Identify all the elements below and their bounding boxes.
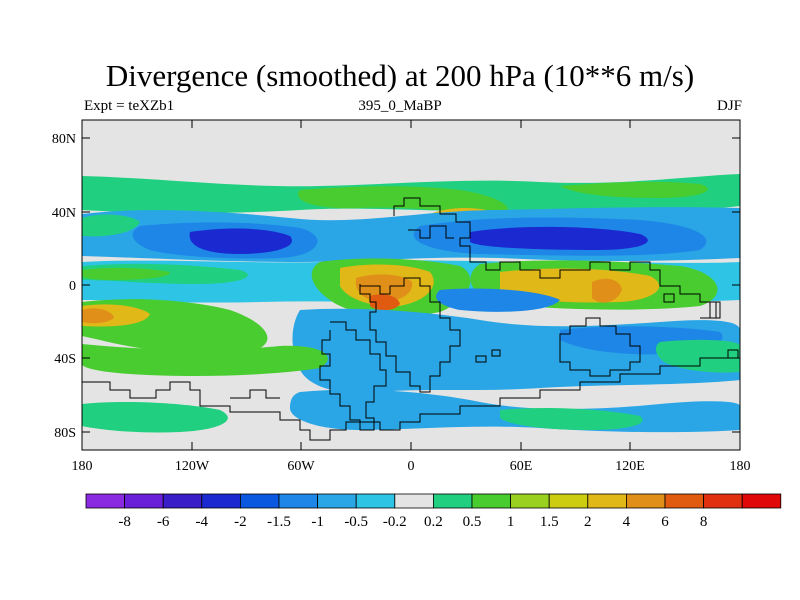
colorbar-box <box>510 493 550 509</box>
lat-label: 40S <box>54 352 76 367</box>
colorbar-box <box>239 493 280 509</box>
coastline-mediterranean <box>408 225 454 239</box>
colorbar-label: -2 <box>234 514 247 530</box>
contour-far-south-pos <box>82 402 228 433</box>
colorbar-label: -0.5 <box>344 514 368 530</box>
coastline-antarctica <box>82 357 740 441</box>
colorbar-box <box>317 493 357 509</box>
colorbar-box <box>741 493 782 509</box>
coastlines <box>82 197 740 441</box>
divergence-field <box>82 174 740 433</box>
contour-pos-north-c <box>560 181 708 198</box>
contour-indian-pos-c <box>592 278 622 303</box>
contour-pacific-pos-west-c <box>82 308 114 324</box>
lon-label: 120E <box>615 459 645 474</box>
colorbar-box <box>587 493 627 509</box>
contour-tropics-pos-west-b <box>82 267 170 280</box>
coastline-south-america <box>319 321 387 431</box>
lat-ticks <box>82 137 740 433</box>
colorbar-box <box>355 493 396 509</box>
coastline-australia <box>559 317 641 377</box>
lat-label: 80N <box>52 132 76 147</box>
contour-tropics-neg <box>436 288 560 312</box>
colorbar-box <box>85 493 125 509</box>
coastline-antarctica-b <box>230 389 280 399</box>
colorbar-label: 0.2 <box>424 514 443 530</box>
colorbar-box <box>278 493 318 509</box>
contour-pos-northwest <box>82 214 140 237</box>
colorbar-label: 0.5 <box>463 514 482 530</box>
colorbar-box <box>162 493 203 509</box>
colorbar-label: -1 <box>311 514 324 530</box>
contour-pos-north-b <box>298 186 508 214</box>
experiment-label: Expt = teXZb1 <box>84 98 175 114</box>
colorbar-label: -1.5 <box>267 514 291 530</box>
lon-label: 60E <box>510 459 533 474</box>
lon-labels: 180 120W 60W 0 60E 120E 180 <box>72 459 751 474</box>
contour-neg-north-c <box>189 228 292 254</box>
lon-label: 180 <box>72 459 93 474</box>
colorbar-label: 1 <box>507 514 515 530</box>
colorbar-label: -0.2 <box>383 514 407 530</box>
colorbar: -8 -6 -4 -2 -1.5 -1 -0.5 -0.2 0.2 0.5 1 1.5 2 4 6 8 <box>85 493 782 530</box>
colorbar-box <box>471 493 511 509</box>
colorbar-box <box>703 493 743 509</box>
colorbar-label: 4 <box>623 514 631 530</box>
contour-neg-north-e <box>470 226 648 250</box>
lon-ticks <box>81 120 631 450</box>
season-label: DJF <box>716 98 742 114</box>
colorbar-label: -6 <box>157 514 170 530</box>
lat-label: 0 <box>69 279 76 294</box>
colorbar-box <box>664 493 704 509</box>
colorbar-label: 8 <box>700 514 708 530</box>
contour-africa-pos-d <box>370 294 400 311</box>
lon-label: 0 <box>408 459 415 474</box>
lon-label: 180 <box>730 459 751 474</box>
map-title: Divergence (smoothed) at 200 hPa (10**6 … <box>105 58 695 93</box>
contour-far-south-pos-b <box>500 408 643 430</box>
colorbar-box <box>394 493 434 509</box>
lon-label: 60W <box>287 459 315 474</box>
contour-south-pos-east <box>655 339 740 373</box>
colorbar-box <box>626 493 666 509</box>
colorbar-label: 1.5 <box>540 514 559 530</box>
time-label: 395_0_MaBP <box>358 98 442 114</box>
colorbar-label: -8 <box>118 514 131 530</box>
colorbar-label: -4 <box>196 514 209 530</box>
colorbar-label: 6 <box>661 514 669 530</box>
lat-label: 40N <box>52 206 76 221</box>
coastline-eurasia <box>393 197 721 319</box>
colorbar-box <box>432 493 473 509</box>
contour-south-pos <box>82 344 328 376</box>
colorbar-box <box>201 493 241 509</box>
lat-labels: 80N 40N 0 40S 80S <box>52 132 76 441</box>
lon-label: 120W <box>175 459 210 474</box>
colorbar-box <box>548 493 589 509</box>
colorbar-box <box>124 493 164 509</box>
lat-label: 80S <box>54 426 76 441</box>
coastline-africa <box>359 277 461 393</box>
colorbar-label: 2 <box>584 514 592 530</box>
